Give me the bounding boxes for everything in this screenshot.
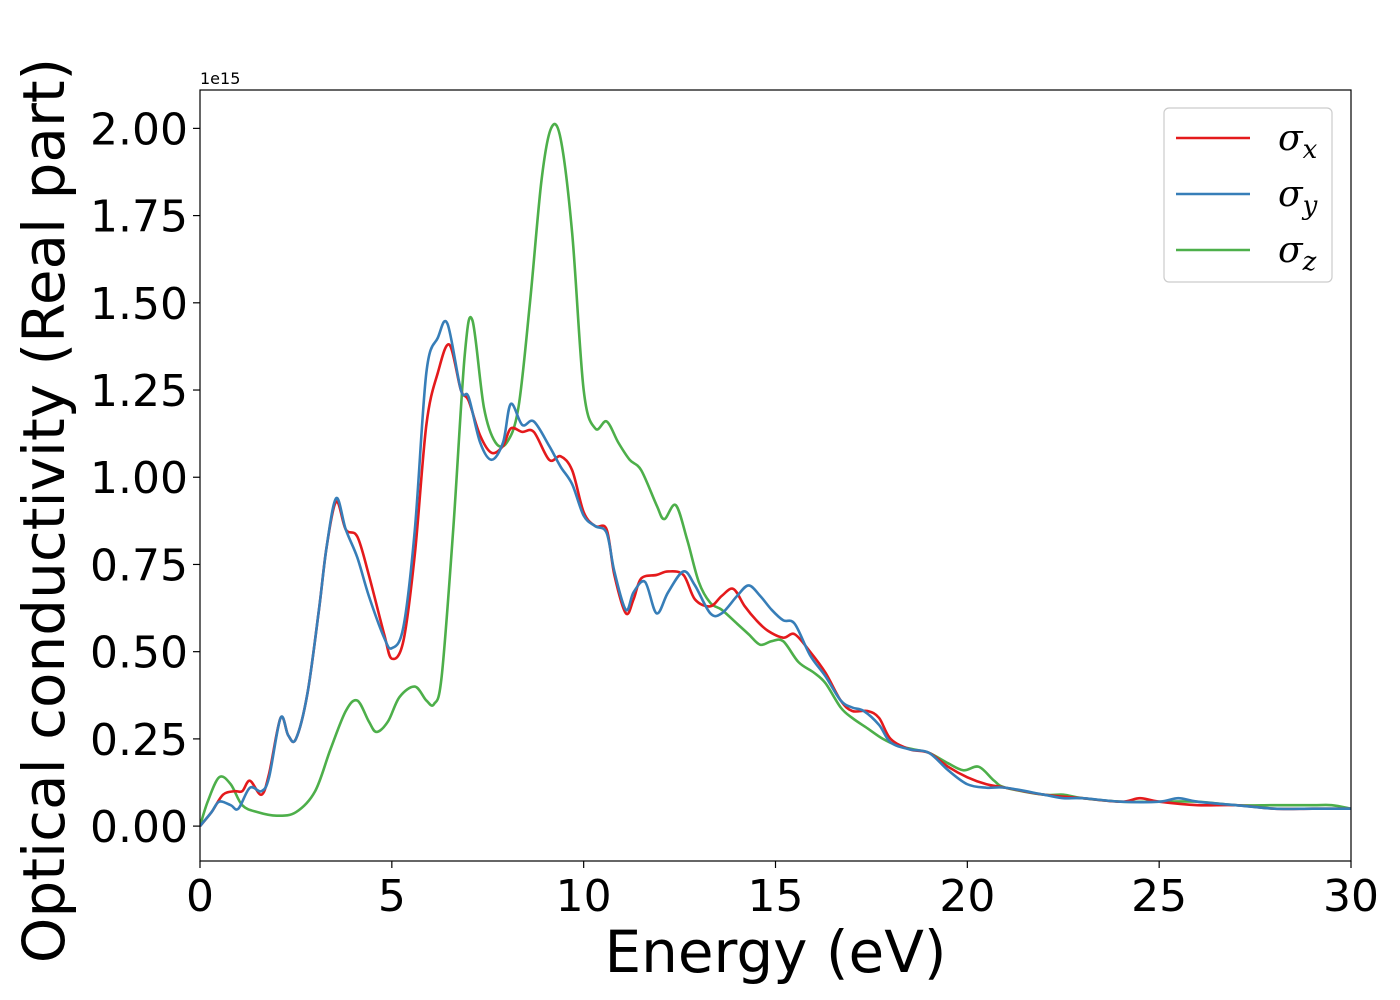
series-line-sigma-y <box>200 319 1351 827</box>
legend-label-sigma-x: σx <box>1278 118 1318 165</box>
legend-label-sigma-z: σz <box>1278 230 1317 277</box>
y-tick-label: 1.25 <box>90 366 188 417</box>
x-tick-label: 15 <box>748 871 804 922</box>
series-layer <box>200 122 1351 827</box>
y-tick-label: 1.50 <box>90 279 188 330</box>
legend-label-sigma-y: σy <box>1278 174 1318 221</box>
x-tick-label: 20 <box>939 871 995 922</box>
x-axis: 0 5 10 15 20 25 30 <box>186 861 1379 922</box>
y-tick-label: 1.00 <box>90 453 188 504</box>
y-offset-label: 1e15 <box>200 69 240 88</box>
x-tick-label: 0 <box>186 871 214 922</box>
x-tick-label: 25 <box>1131 871 1187 922</box>
series-line-sigma-z <box>200 122 1351 827</box>
y-tick-label: 2.00 <box>90 104 188 155</box>
y-tick-label: 1.75 <box>90 192 188 243</box>
x-axis-label: Energy (eV) <box>604 918 946 986</box>
y-tick-label: 0.75 <box>90 540 188 591</box>
x-tick-label: 30 <box>1323 871 1379 922</box>
series-line-sigma-x <box>200 343 1351 827</box>
x-tick-label: 10 <box>556 871 612 922</box>
legend: σx σy σz <box>1163 107 1333 283</box>
y-axis: 0.00 0.25 0.50 0.75 1.00 1.25 1.50 1.75 2.00 <box>90 104 200 853</box>
y-tick-label: 0.00 <box>90 802 188 853</box>
y-axis-label: Optical conductivity (Real part) <box>10 58 78 963</box>
y-tick-label: 0.50 <box>90 628 188 679</box>
x-tick-label: 5 <box>378 871 406 922</box>
y-tick-label: 0.25 <box>90 715 188 766</box>
